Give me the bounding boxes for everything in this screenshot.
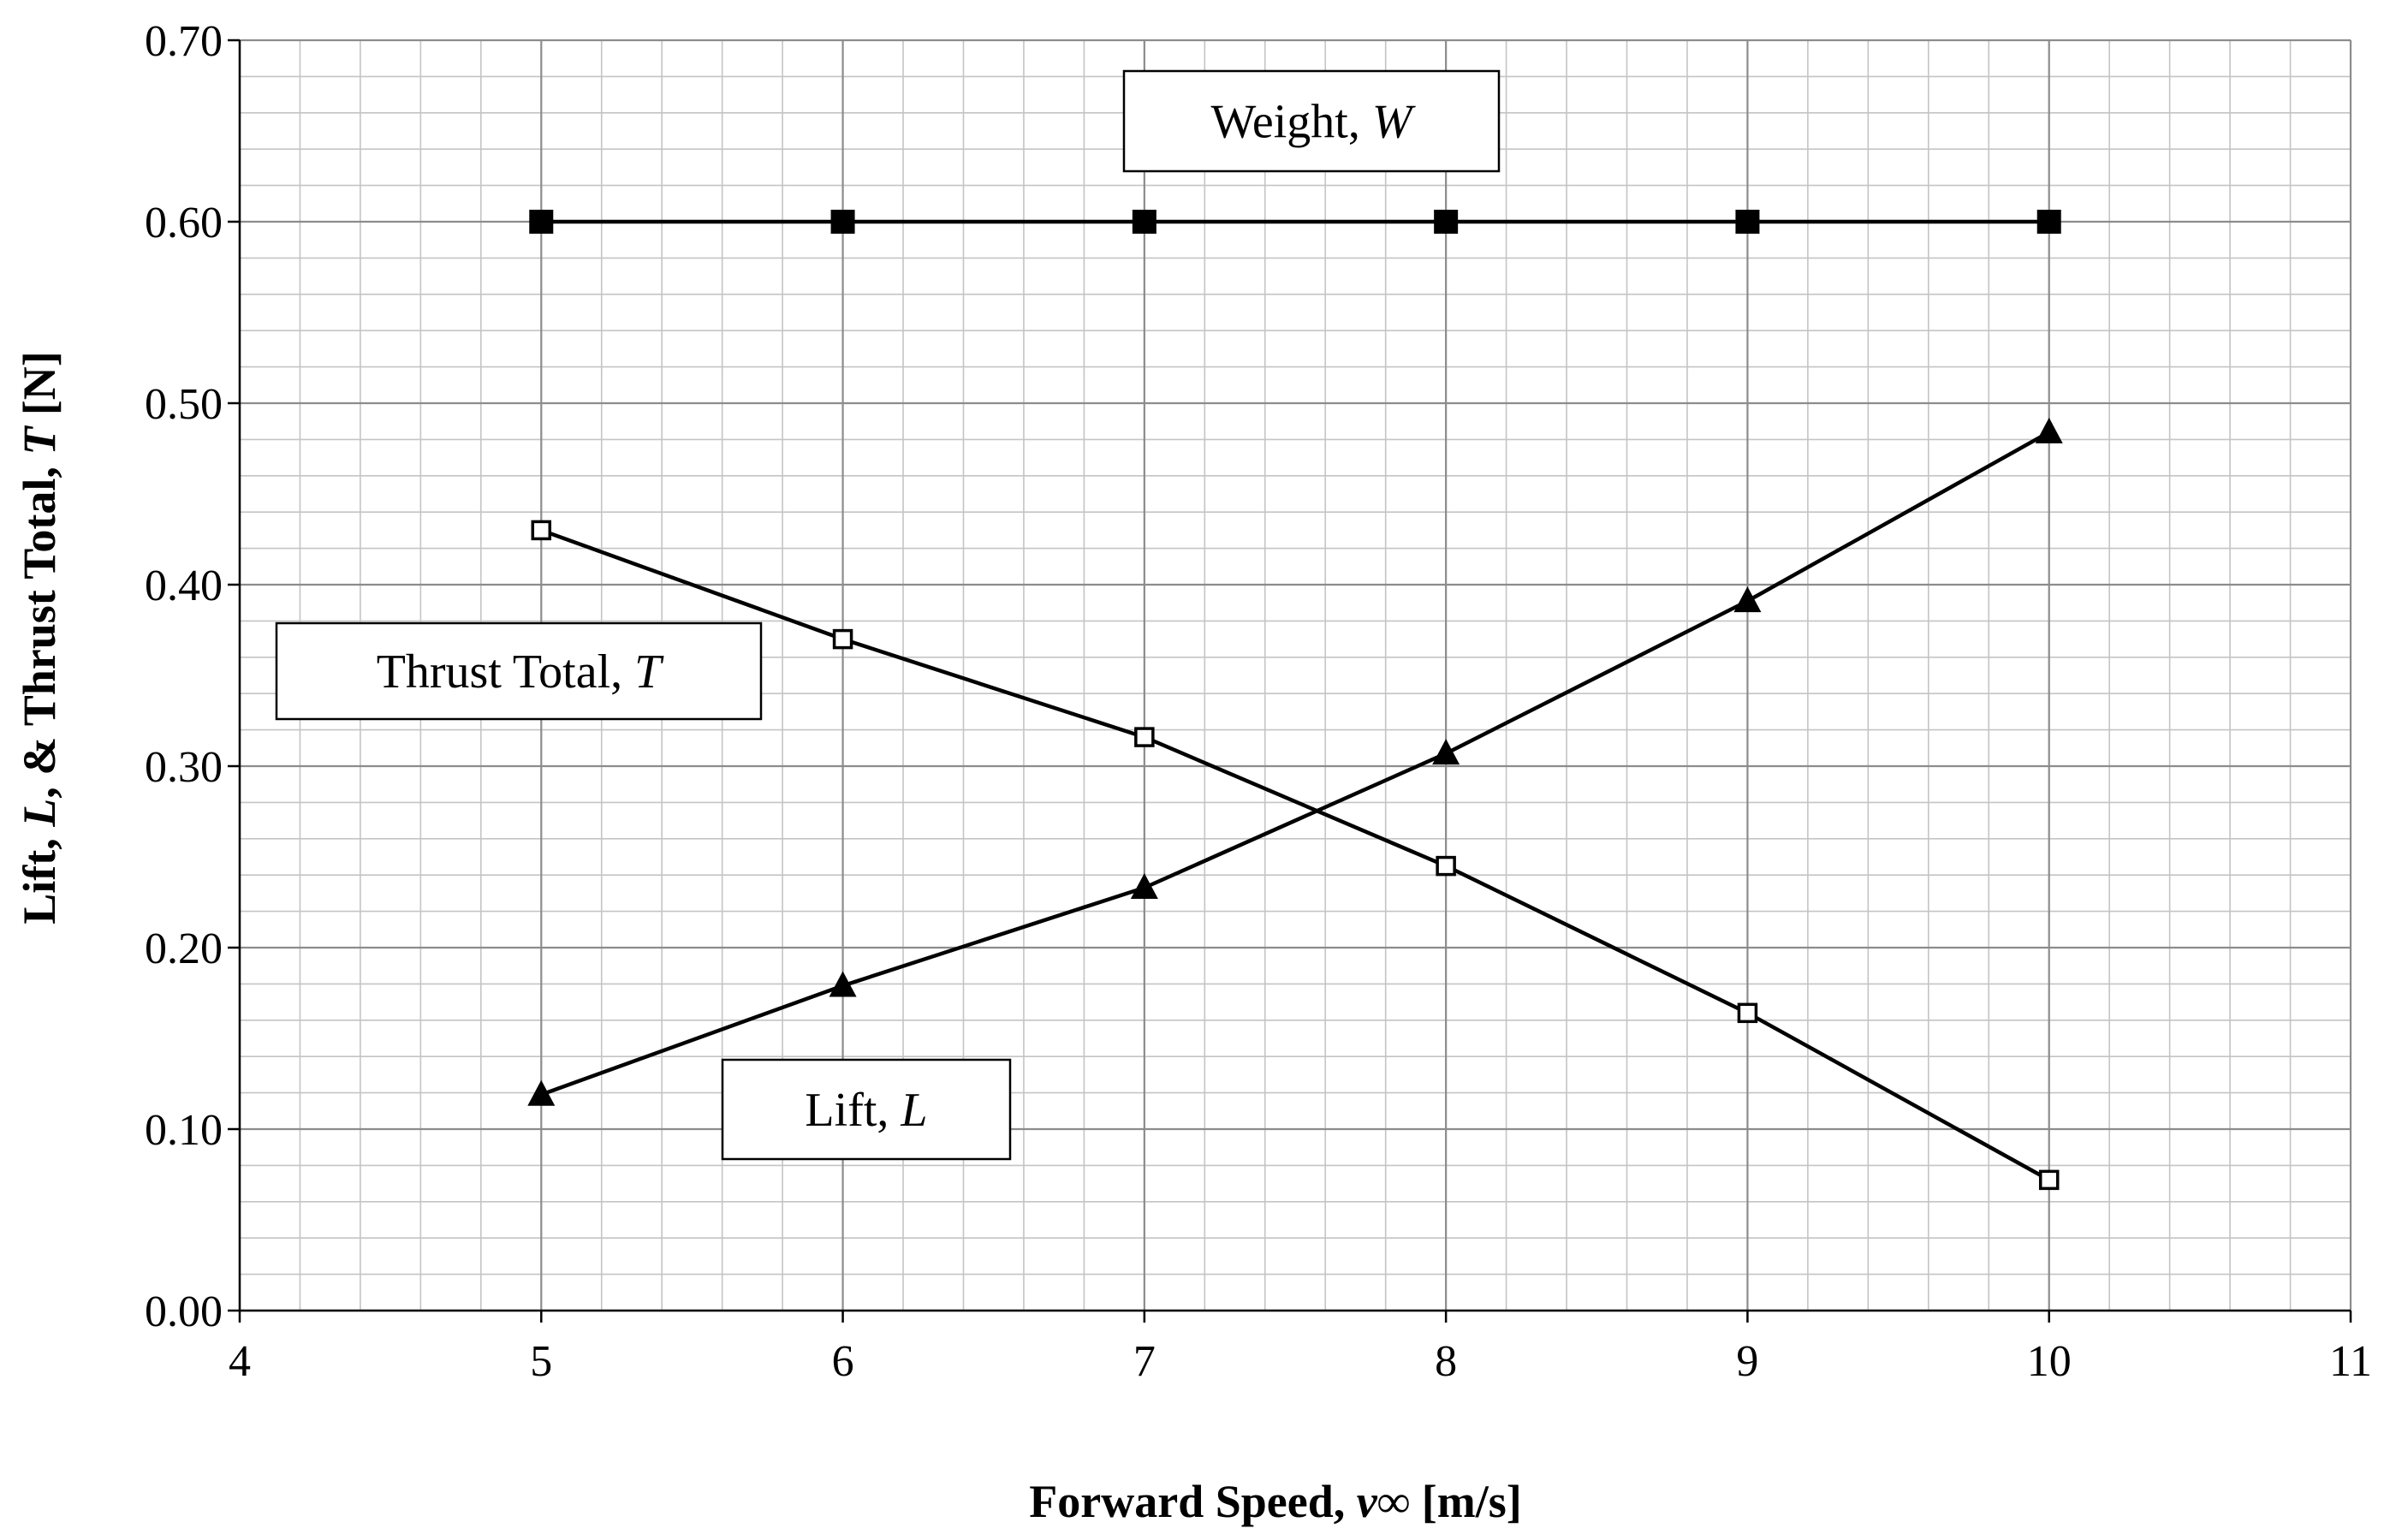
thrust-total-t-point <box>1134 727 1155 747</box>
thrust-total-t-callout-box <box>275 621 763 721</box>
lift-l-point <box>527 1079 556 1106</box>
x-tick-label: 5 <box>530 1337 552 1386</box>
lift-l-point <box>829 971 857 997</box>
lift-l-callout-box <box>721 1058 1012 1161</box>
weight-w-point <box>529 210 554 234</box>
lift-l-point <box>1733 586 1762 613</box>
lift-l-callout-label: Lift, L <box>805 1084 927 1137</box>
x-tick-label: 11 <box>2329 1337 2372 1386</box>
y-tick-label: 0.30 <box>145 743 223 792</box>
weight-w-callout-label: Weight, W <box>1211 96 1416 149</box>
weight-w-point <box>1132 210 1156 234</box>
thrust-total-t-callout-label: Thrust Total, T <box>377 645 664 699</box>
thrust-total-t-point <box>531 520 552 541</box>
x-tick-label: 7 <box>1133 1337 1156 1386</box>
x-tick-label: 10 <box>2027 1337 2072 1386</box>
thrust-total-t-line <box>540 528 2050 1182</box>
y-tick-label: 0.60 <box>145 199 223 247</box>
thrust-total-t-point <box>2038 1169 2060 1191</box>
weight-w-point <box>1735 210 1760 234</box>
weight-w-point <box>830 210 855 234</box>
y-tick-label: 0.70 <box>145 17 223 66</box>
y-tick-label: 0.40 <box>145 562 223 610</box>
thrust-total-t-point <box>1737 1002 1758 1024</box>
lift-l-line <box>540 430 2050 1097</box>
y-tick-label: 0.50 <box>145 380 223 429</box>
y-tick-label: 0.10 <box>145 1106 223 1155</box>
weight-w-point <box>1434 210 1459 234</box>
thrust-total-t-point <box>832 628 853 650</box>
thrust-total-t-point <box>1436 855 1456 877</box>
y-tick-label: 0.00 <box>145 1287 223 1336</box>
weight-w-point <box>2036 210 2061 234</box>
lift-l-point <box>1130 873 1158 900</box>
lift-l-point <box>1432 739 1460 765</box>
x-tick-label: 8 <box>1435 1337 1457 1386</box>
lift-l-point <box>2035 417 2063 443</box>
y-tick-label: 0.20 <box>145 925 223 973</box>
x-tick-label: 9 <box>1736 1337 1758 1386</box>
x-tick-label: 4 <box>229 1337 251 1386</box>
x-tick-label: 6 <box>832 1337 854 1386</box>
weight-w-callout-box <box>1122 69 1501 173</box>
x-axis-title: Forward Speed, v∞ [m/s] <box>1029 1476 1521 1527</box>
y-axis-title: Lift, L, & Thrust Total, T [N] <box>14 351 65 925</box>
